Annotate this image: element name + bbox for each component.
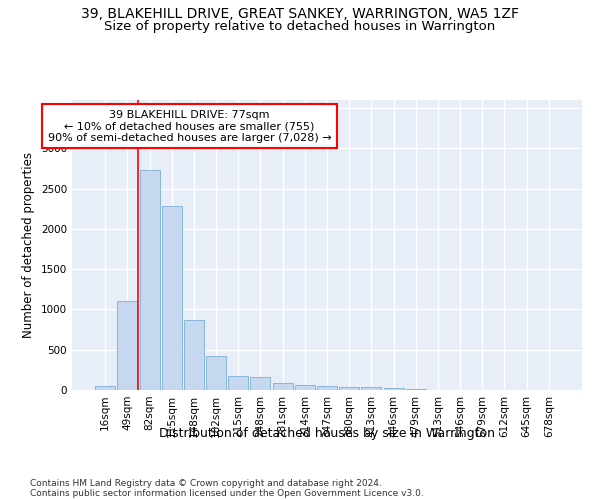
Bar [184,320,204,390]
Y-axis label: Number of detached properties: Number of detached properties [22,152,35,338]
Bar [95,386,115,390]
Bar [317,386,337,390]
Bar [118,302,137,390]
Bar [339,387,359,390]
Bar [406,389,426,390]
Bar [140,170,160,390]
Text: 39, BLAKEHILL DRIVE, GREAT SANKEY, WARRINGTON, WA5 1ZF: 39, BLAKEHILL DRIVE, GREAT SANKEY, WARRI… [81,8,519,22]
Bar [361,387,382,390]
Text: 39 BLAKEHILL DRIVE: 77sqm
← 10% of detached houses are smaller (755)
90% of semi: 39 BLAKEHILL DRIVE: 77sqm ← 10% of detac… [47,110,331,143]
Text: Contains public sector information licensed under the Open Government Licence v3: Contains public sector information licen… [30,488,424,498]
Text: Distribution of detached houses by size in Warrington: Distribution of detached houses by size … [159,428,495,440]
Bar [228,376,248,390]
Text: Size of property relative to detached houses in Warrington: Size of property relative to detached ho… [104,20,496,33]
Bar [295,385,315,390]
Bar [162,206,182,390]
Bar [383,388,404,390]
Text: Contains HM Land Registry data © Crown copyright and database right 2024.: Contains HM Land Registry data © Crown c… [30,478,382,488]
Bar [206,356,226,390]
Bar [272,383,293,390]
Bar [250,376,271,390]
